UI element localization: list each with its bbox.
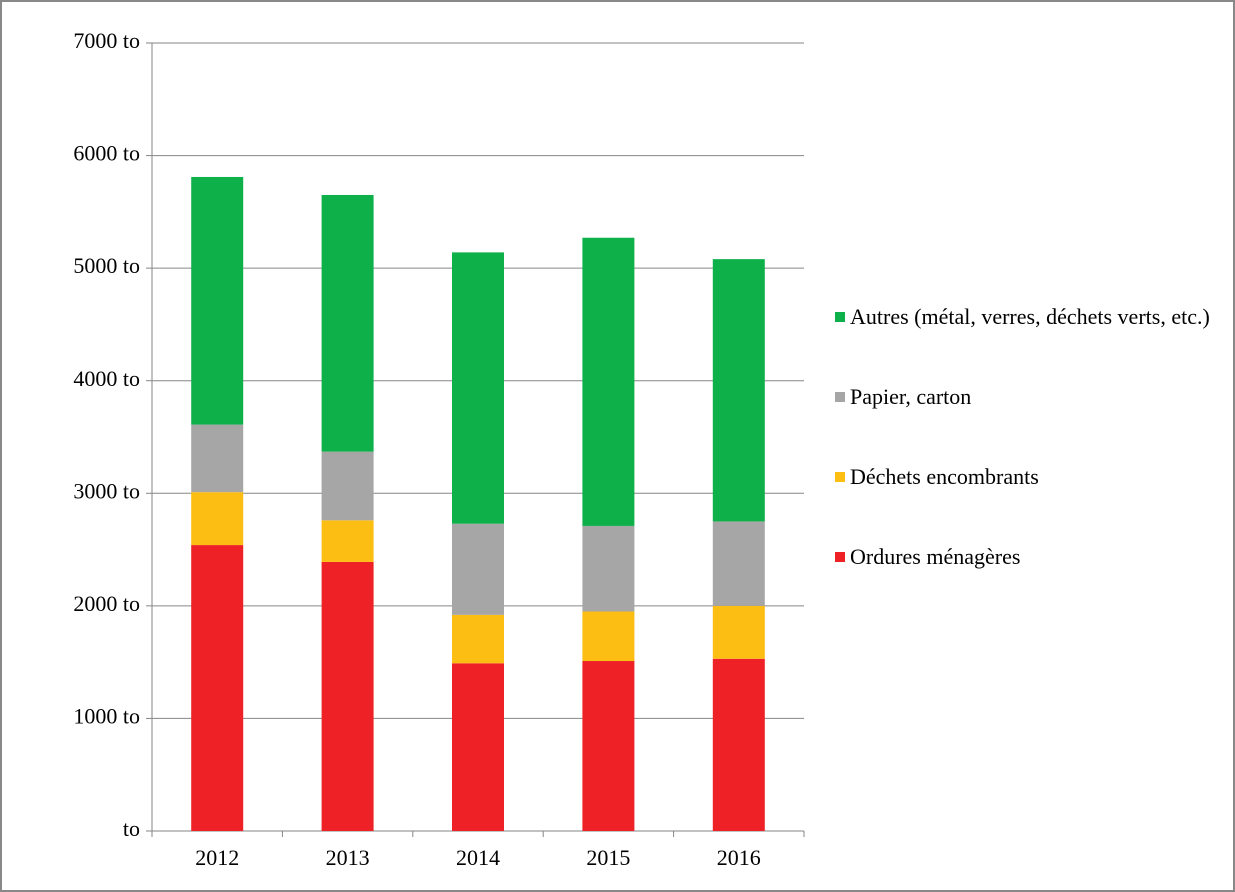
bar-segment: [191, 545, 244, 831]
bar-segment: [452, 523, 504, 615]
legend-label: Déchets encombrants: [850, 464, 1039, 489]
legend-item: Autres (métal, verres, déchets verts, et…: [835, 305, 1230, 385]
x-tick-label: 2015: [586, 845, 630, 870]
legend-label: Papier, carton: [850, 384, 972, 409]
legend-swatch: [835, 392, 845, 402]
y-tick-label: 5000 to: [73, 253, 140, 278]
bar-segment: [712, 259, 765, 522]
legend: Autres (métal, verres, déchets verts, et…: [835, 305, 1230, 625]
x-tick-label: 2014: [456, 845, 500, 870]
x-tick-label: 2016: [717, 845, 761, 870]
bar-segment: [321, 194, 374, 452]
legend-item: Déchets encombrants: [835, 465, 1230, 545]
y-tick-label: 7000 to: [73, 28, 140, 53]
x-tick-label: 2012: [195, 845, 239, 870]
bar-segment: [712, 658, 765, 831]
x-tick-label: 2013: [326, 845, 370, 870]
bar-segment: [712, 605, 765, 659]
bar-segment: [191, 492, 244, 546]
bar-segment: [582, 237, 635, 526]
legend-swatch: [835, 312, 845, 322]
y-tick-label: 6000 to: [73, 141, 140, 166]
bar-segment: [582, 661, 635, 831]
legend-label: Ordures ménagères: [850, 544, 1021, 569]
legend-swatch: [835, 552, 845, 562]
y-tick-label: 3000 to: [73, 478, 140, 503]
bar-segment: [452, 252, 504, 524]
y-tick-label: 1000 to: [73, 703, 140, 728]
bar-segment: [321, 451, 374, 521]
y-tick-label: to: [123, 816, 140, 841]
bar-segment: [452, 663, 504, 831]
legend-item: Ordures ménagères: [835, 545, 1230, 625]
legend-swatch: [835, 472, 845, 482]
bar-segment: [321, 561, 374, 831]
bar-segment: [712, 521, 765, 606]
bar-segment: [582, 525, 635, 612]
bar-segment: [321, 520, 374, 562]
bar-segment: [191, 176, 244, 425]
bar-segment: [191, 424, 244, 493]
legend-item: Papier, carton: [835, 385, 1230, 465]
y-tick-label: 4000 to: [73, 366, 140, 391]
bar-segment: [452, 614, 504, 664]
y-tick-label: 2000 to: [73, 591, 140, 616]
legend-label: Autres (métal, verres, déchets verts, et…: [850, 304, 1210, 329]
bar-segment: [582, 611, 635, 662]
